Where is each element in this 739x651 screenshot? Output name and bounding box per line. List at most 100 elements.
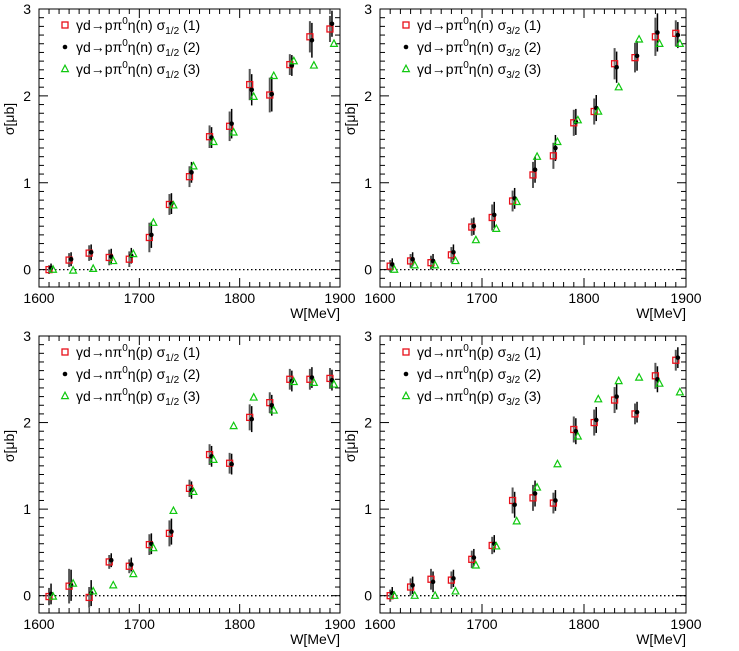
data-point-triangle bbox=[573, 431, 583, 440]
legend-entry: γd→nπ0η(p) σ3/2 (1) bbox=[417, 343, 541, 364]
legend-text-mid: η(n) σ bbox=[469, 17, 507, 33]
x-tick-label: 1900 bbox=[324, 616, 355, 632]
chart-panel-top-left: 1600 1700 1800 19000123W[MeV]σ[μb]γd→pπ0η(n… bbox=[1, 1, 356, 321]
legend-text-mid: η(p) σ bbox=[128, 344, 166, 360]
data-point-circle bbox=[593, 417, 599, 423]
data-point-circle bbox=[614, 394, 619, 399]
legend-text-tail: (1) bbox=[520, 17, 541, 33]
legend-text-tail: (2) bbox=[179, 39, 200, 55]
data-point-circle bbox=[532, 491, 538, 496]
data-point-circle bbox=[675, 32, 681, 38]
data-point-triangle bbox=[512, 516, 522, 525]
data-point-circle bbox=[403, 371, 409, 377]
data-point-square bbox=[651, 33, 660, 41]
legend-text-mid: η(p) σ bbox=[469, 344, 507, 360]
legend-entry: γd→pπ0η(n) σ1/2 (3) bbox=[76, 60, 200, 81]
legend-text-sup: 0 bbox=[122, 60, 128, 71]
legend-text-sup: 0 bbox=[463, 387, 469, 398]
data-point-circle bbox=[269, 91, 275, 97]
x-tick-label: 1800 bbox=[224, 290, 255, 306]
data-point-triangle bbox=[108, 255, 118, 265]
legend-text-mid: η(p) σ bbox=[469, 388, 507, 404]
data-point-triangle bbox=[593, 394, 603, 403]
legend-text-sub: 1/2 bbox=[165, 353, 179, 364]
data-point-circle bbox=[189, 170, 194, 175]
legend-text-sup: 0 bbox=[463, 343, 469, 354]
x-tick-label: 1600 bbox=[23, 616, 54, 632]
legend-text-sub: 1/2 bbox=[165, 48, 179, 59]
data-point-triangle bbox=[532, 482, 542, 491]
x-axis-title: W[MeV] bbox=[636, 631, 686, 647]
data-point-triangle bbox=[430, 260, 440, 269]
data-point-circle bbox=[309, 37, 315, 43]
data-point-circle bbox=[389, 262, 395, 267]
data-point-square bbox=[402, 21, 410, 29]
legend-entry: γd→pπ0η(n) σ3/2 (3) bbox=[417, 60, 541, 81]
legend-text-tail: (2) bbox=[520, 39, 541, 55]
chart-panel-bottom-left: 1600 1700 1800 19000123W[MeV]σ[μb]γd→nπ0η(p… bbox=[1, 328, 356, 647]
x-tick-label: 1800 bbox=[568, 616, 599, 632]
y-tick-label: 1 bbox=[364, 175, 372, 191]
legend-text-sup: 0 bbox=[122, 343, 128, 354]
y-tick-label: 0 bbox=[23, 262, 31, 278]
data-point-triangle bbox=[491, 541, 501, 550]
legend-text-sub: 3/2 bbox=[506, 26, 520, 37]
legend-entry: γd→pπ0η(n) σ1/2 (2) bbox=[76, 38, 200, 59]
legend-text-main: γd→pπ bbox=[76, 61, 123, 77]
legend-entry: γd→pπ0η(n) σ3/2 (2) bbox=[417, 38, 541, 59]
x-tick-label: 1700 bbox=[466, 290, 497, 306]
data-point-circle bbox=[410, 583, 415, 588]
data-point-square bbox=[326, 25, 334, 33]
data-point-triangle bbox=[471, 560, 481, 569]
data-point-triangle bbox=[389, 264, 399, 273]
y-tick-label: 3 bbox=[364, 1, 372, 17]
legend-text-tail: (1) bbox=[520, 344, 541, 360]
data-point-triangle bbox=[209, 454, 218, 463]
y-tick-label: 3 bbox=[23, 328, 31, 344]
data-point-triangle bbox=[430, 590, 440, 599]
chart-panel-top-right: 1600 1700 1800 19000123W[MeV]σ[μb]γd→pπ0η(n… bbox=[342, 1, 702, 321]
data-point-triangle bbox=[491, 223, 501, 232]
data-point-triangle bbox=[128, 248, 138, 258]
data-point-triangle bbox=[614, 375, 624, 385]
data-point-triangle bbox=[451, 586, 460, 595]
legend-text-tail: (3) bbox=[179, 388, 200, 404]
data-point-circle bbox=[249, 87, 255, 93]
legend-text-main: γd→nπ bbox=[417, 366, 464, 382]
data-point-square bbox=[549, 152, 558, 160]
data-point-triangle bbox=[60, 63, 70, 73]
data-point-circle bbox=[430, 579, 436, 585]
x-axis-title: W[MeV] bbox=[636, 305, 686, 321]
legend-text-tail: (2) bbox=[179, 366, 200, 382]
data-point-circle bbox=[512, 502, 517, 508]
legend-entry: γd→pπ0η(n) σ3/2 (1) bbox=[417, 16, 541, 37]
data-point-triangle bbox=[553, 459, 562, 468]
data-point-square bbox=[529, 494, 537, 502]
data-point-circle bbox=[229, 461, 234, 467]
legend-text-mid: η(n) σ bbox=[128, 17, 166, 33]
data-point-triangle bbox=[573, 115, 583, 124]
data-point-triangle bbox=[471, 235, 481, 244]
legend-text-mid: η(p) σ bbox=[128, 388, 166, 404]
legend-text-main: γd→pπ bbox=[417, 61, 464, 77]
legend-text-main: γd→nπ bbox=[417, 344, 464, 360]
data-point-circle bbox=[149, 232, 154, 238]
data-point-circle bbox=[108, 557, 114, 563]
x-tick-label: 1600 bbox=[23, 290, 54, 306]
data-point-circle bbox=[614, 64, 619, 70]
y-tick-label: 1 bbox=[364, 501, 372, 517]
data-point-triangle bbox=[128, 568, 138, 578]
data-point-triangle bbox=[329, 38, 339, 47]
x-axis-title: W[MeV] bbox=[290, 305, 340, 321]
data-point-square bbox=[61, 21, 69, 29]
y-tick-label: 3 bbox=[364, 328, 372, 344]
y-tick-label: 2 bbox=[23, 88, 31, 104]
data-point-circle bbox=[451, 576, 456, 581]
data-point-triangle bbox=[675, 387, 685, 396]
data-point-triangle bbox=[451, 255, 460, 265]
legend-text-sup: 0 bbox=[463, 60, 469, 71]
legend-text-sup: 0 bbox=[463, 365, 469, 376]
legend-text-main: γd→nπ bbox=[76, 366, 123, 382]
data-point-triangle bbox=[401, 63, 411, 73]
x-tick-label: 1700 bbox=[124, 616, 155, 632]
